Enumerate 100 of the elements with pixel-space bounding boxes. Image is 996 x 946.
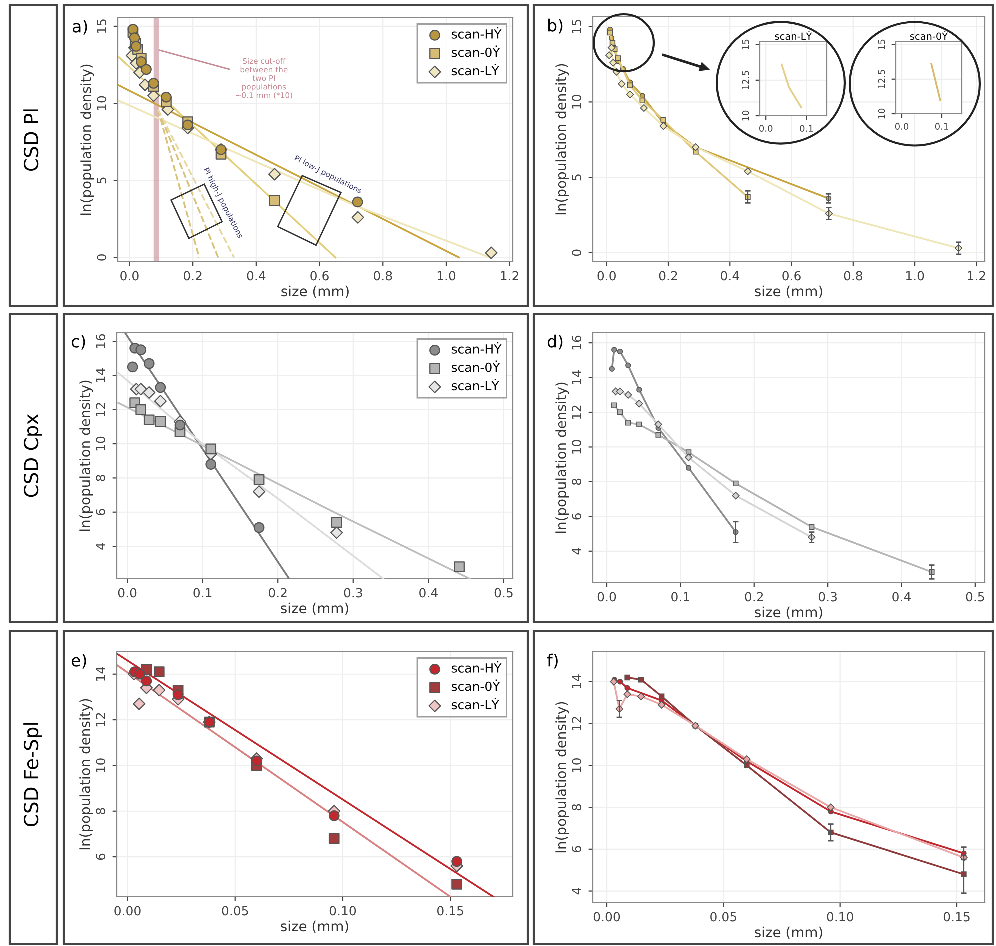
- y-tick-label: 4: [96, 543, 106, 550]
- y-tick-label: 12: [572, 717, 582, 730]
- x-tick-label: 0.6: [310, 271, 329, 281]
- y-tick-label: 12.5: [742, 71, 750, 90]
- x-tick-label: 0.0: [598, 271, 616, 281]
- y-axis-title: ln(population density): [80, 380, 94, 532]
- y-tick-label: 14: [572, 370, 582, 384]
- y-tick-label: 12: [96, 713, 106, 727]
- y-tick-label: 12: [96, 403, 106, 416]
- x-tick-label: 0.6: [782, 271, 801, 281]
- legend-label: scan-LẎ: [452, 64, 500, 76]
- x-tick-label: 0.05: [710, 912, 736, 922]
- y-tick-label: 6: [572, 513, 582, 520]
- x-tick-label: 1.2: [968, 271, 986, 281]
- x-tick-label: 0.15: [944, 912, 970, 922]
- y-tick-label: 14: [96, 368, 106, 382]
- y-tick-label: 6: [96, 509, 106, 516]
- x-tick-label: 0.10: [330, 906, 356, 916]
- chart-title: e): [72, 654, 86, 669]
- y-tick-label: 12.5: [878, 70, 886, 88]
- chart-title: b): [548, 18, 563, 34]
- text: CSD Fe-Spl: [24, 723, 42, 827]
- x-tick-label: 0.00: [594, 912, 620, 922]
- x-tick-label: 0.1: [935, 123, 948, 130]
- y-tick-label: 10: [572, 440, 582, 454]
- y-tick-label: 16: [572, 336, 582, 350]
- y-tick-label: 4: [572, 888, 582, 895]
- chart-title: d): [548, 334, 563, 350]
- x-tick-label: 0.0: [598, 592, 616, 602]
- text: CSD Cpx: [24, 414, 42, 498]
- y-tick-label: 10: [572, 758, 582, 772]
- x-tick-label: 0.2: [659, 271, 678, 281]
- x-tick-label: 0.15: [437, 906, 464, 916]
- x-tick-label: 0.8: [374, 271, 392, 281]
- x-tick-label: 0.2: [745, 592, 764, 602]
- chart-title: f): [547, 654, 558, 669]
- x-tick-label: 0.0: [895, 123, 909, 130]
- legend-label: scan-0Ẏ: [452, 46, 500, 58]
- legend-label: scan-HẎ: [452, 27, 502, 39]
- x-tick-label: 0.0: [118, 588, 137, 598]
- legend-label: scan-LẎ: [452, 379, 500, 391]
- chart-title: scan-0Ẏ: [910, 31, 948, 40]
- y-tick-label: 6: [572, 846, 582, 853]
- y-tick-label: 15: [742, 40, 750, 50]
- x-axis-title: size (mm): [281, 602, 348, 616]
- y-tick-label: 6: [96, 854, 106, 860]
- x-tick-label: 0.5: [966, 592, 984, 602]
- x-axis-title: size (mm): [755, 606, 822, 620]
- y-tick-label: 10: [96, 436, 106, 451]
- y-axis-title: ln(population density): [556, 382, 570, 534]
- chart-title: a): [73, 20, 88, 35]
- legend-label: scan-0Ẏ: [452, 360, 500, 372]
- y-tick-label: 15: [572, 20, 582, 34]
- y-tick-label: 8: [572, 804, 582, 811]
- x-tick-label: 0.1: [800, 125, 814, 132]
- x-tick-label: 0.10: [827, 912, 854, 922]
- x-tick-label: 0.1: [194, 588, 212, 598]
- legend-label: scan-LẎ: [452, 698, 500, 710]
- x-tick-label: 0.5: [494, 588, 513, 598]
- x-tick-label: 0.0: [760, 125, 773, 132]
- chart-title: scan-LẎ: [775, 31, 812, 40]
- y-tick-label: 10: [97, 96, 107, 110]
- y-tick-label: 15: [97, 20, 107, 34]
- x-tick-label: 0.0: [120, 271, 139, 281]
- y-tick-label: 12: [572, 406, 582, 420]
- x-tick-label: 0.2: [268, 588, 287, 598]
- x-tick-label: 0.05: [222, 906, 248, 916]
- x-tick-label: 0.4: [892, 592, 911, 602]
- x-tick-label: 0.4: [247, 271, 266, 281]
- x-tick-label: 0.3: [818, 592, 837, 602]
- y-tick-label: 0: [572, 250, 582, 256]
- legend-label: scan-0Ẏ: [452, 680, 500, 692]
- x-axis-title: size (mm): [755, 286, 822, 298]
- x-tick-label: 0.2: [184, 271, 202, 281]
- y-axis-title: ln(population density): [556, 702, 570, 853]
- x-axis-title: size (mm): [755, 926, 822, 940]
- x-tick-label: 1.0: [906, 271, 924, 281]
- y-axis-title: ln(population density): [80, 699, 94, 850]
- y-tick-label: 8: [96, 808, 106, 815]
- y-tick-label: 8: [96, 475, 106, 482]
- x-tick-label: 0.4: [721, 271, 740, 281]
- y-axis-title: ln(population density): [556, 64, 570, 215]
- y-tick-label: 0: [97, 254, 107, 261]
- x-tick-label: 0.3: [344, 588, 362, 598]
- y-tick-label: 5: [97, 178, 107, 184]
- x-tick-label: 0.4: [420, 588, 438, 598]
- y-tick-label: 10: [742, 110, 750, 121]
- y-tick-label: 15: [878, 40, 886, 50]
- y-tick-label: 10: [96, 758, 106, 772]
- x-tick-label: 0.8: [844, 271, 862, 281]
- x-tick-label: 1.0: [438, 271, 456, 281]
- y-tick-label: 10: [878, 108, 886, 119]
- legend-label: scan-HẎ: [452, 342, 502, 354]
- y-tick-label: 5: [572, 174, 582, 181]
- text: CSD Pl: [24, 110, 39, 172]
- legend-label: scan-HẎ: [452, 661, 502, 673]
- y-tick-label: 10: [572, 95, 582, 109]
- x-tick-label: 0.1: [672, 592, 690, 602]
- y-tick-label: 4: [572, 548, 582, 555]
- x-tick-label: 1.2: [501, 271, 519, 281]
